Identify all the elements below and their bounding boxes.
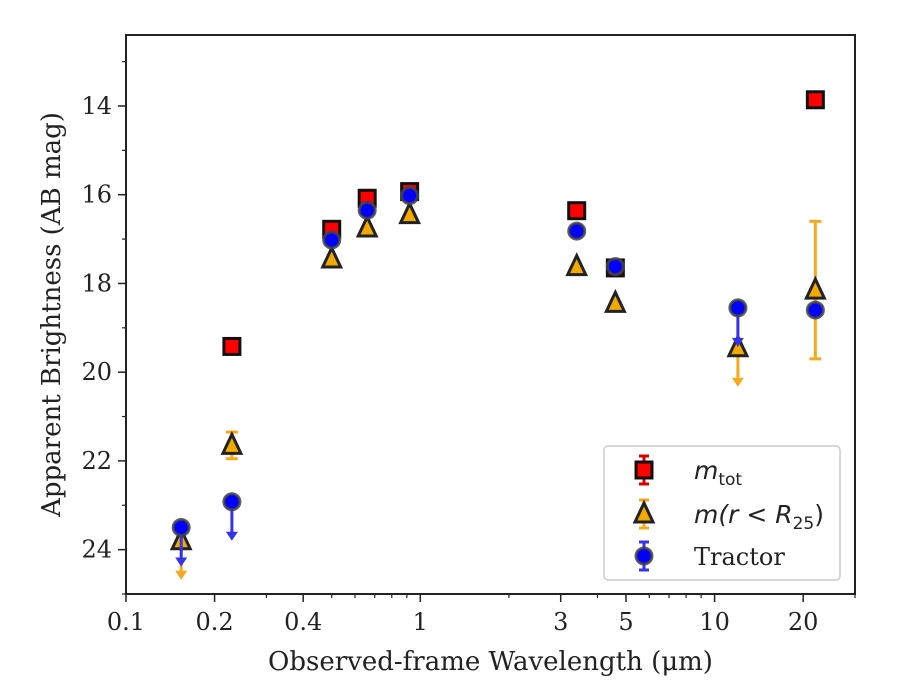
x-tick-label: 0.1 xyxy=(107,608,145,636)
legend-label: mtot xyxy=(694,456,742,490)
x-tick-label: 20 xyxy=(788,608,819,636)
plot-frame xyxy=(125,34,856,595)
y-tick-label: 20 xyxy=(81,358,112,386)
x-tick-label: 0.4 xyxy=(284,608,322,636)
data-point-square xyxy=(805,90,825,110)
x-tick-label: 5 xyxy=(618,608,633,636)
data-point-triangle xyxy=(565,252,589,277)
legend-label: m(r < R25) xyxy=(694,500,824,534)
data-point-circle xyxy=(567,221,587,241)
legend-marker-square xyxy=(634,460,654,480)
data-point-circle xyxy=(171,517,191,537)
data-point-circle xyxy=(605,257,625,277)
x-tick-label: 0.2 xyxy=(196,608,234,636)
x-tick-label: 3 xyxy=(553,608,568,636)
data-point-triangle xyxy=(355,213,379,238)
data-point-circle xyxy=(805,300,825,320)
upper-limit-arrow xyxy=(731,377,744,387)
series-triangle xyxy=(169,200,827,580)
y-tick-label: 18 xyxy=(81,269,112,297)
data-point-circle xyxy=(400,186,420,206)
y-tick-label: 22 xyxy=(81,447,112,475)
data-point-circle xyxy=(728,298,748,318)
upper-limit-arrow xyxy=(225,531,238,541)
data-point-triangle xyxy=(320,244,344,269)
x-tick-label: 1 xyxy=(413,608,428,636)
data-marks xyxy=(169,90,827,580)
data-point-circle xyxy=(222,492,242,512)
upper-limit-arrow xyxy=(175,570,188,580)
legend: mtot m(r < R25) Tractor xyxy=(603,445,841,581)
series-circle xyxy=(171,186,825,567)
legend-box xyxy=(603,445,841,581)
data-point-triangle xyxy=(220,430,244,455)
data-point-circle xyxy=(322,230,342,250)
upper-limit-arrow xyxy=(731,337,744,347)
y-tick-label: 14 xyxy=(81,92,112,120)
y-tick-label: 16 xyxy=(81,181,112,209)
data-point-triangle xyxy=(603,288,627,313)
legend-label: Tractor xyxy=(694,543,785,571)
data-point-triangle xyxy=(398,200,422,225)
upper-limit-arrow xyxy=(175,557,188,567)
legend-marker-triangle xyxy=(632,499,656,524)
data-point-triangle xyxy=(803,275,827,300)
x-tick-label: 10 xyxy=(699,608,730,636)
data-point-square xyxy=(567,201,587,221)
x-axis: 0.1 0.2 0.4 1 3 5 10 20 xyxy=(107,594,856,636)
y-axis-label: Apparent Brightness (AB mag) xyxy=(37,112,67,518)
x-axis-label: Observed-frame Wavelength (μm) xyxy=(268,647,713,677)
y-axis: 14 16 18 20 22 24 xyxy=(81,61,126,595)
data-point-circle xyxy=(357,200,377,220)
legend-marker-circle xyxy=(634,546,654,566)
data-point-square xyxy=(222,336,242,356)
y-tick-label: 24 xyxy=(81,536,112,564)
